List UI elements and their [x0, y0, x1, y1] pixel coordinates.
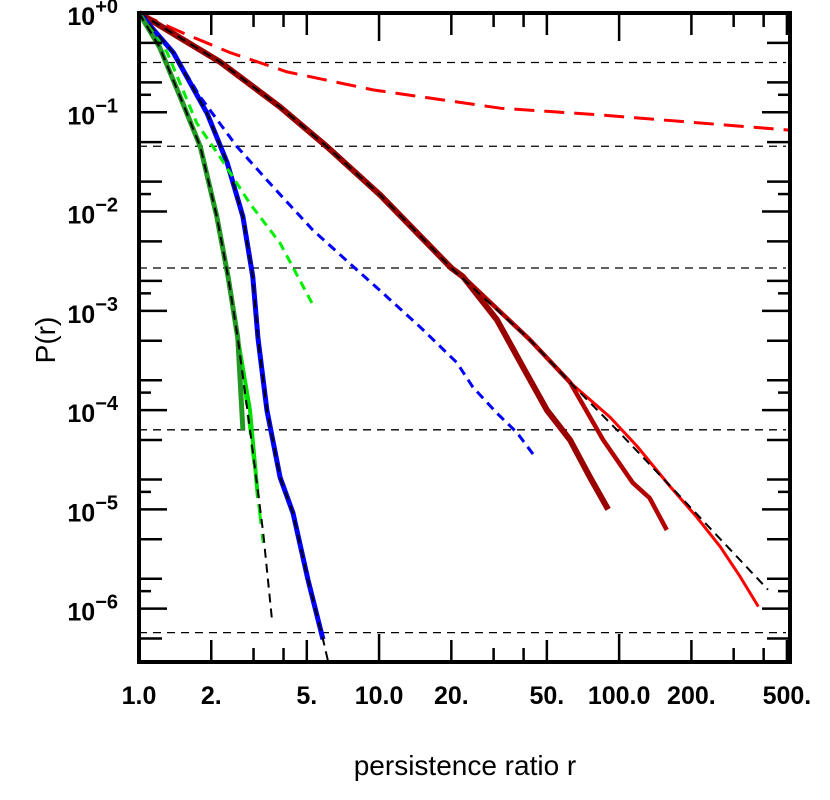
x-tick-label: 100.0 — [588, 682, 651, 710]
x-axis-label: persistence ratio r — [354, 750, 577, 781]
series-line — [137, 12, 537, 458]
x-tick-labels: 1.0 2. 5. 10.0 20. 50. 100.0 200. 500. — [122, 682, 812, 710]
series-line — [138, 12, 273, 621]
series-line — [138, 12, 769, 591]
series-line — [137, 12, 315, 306]
y-tick-labels: 10+0 10−1 10−2 10−3 10−4 10−5 10−6 — [67, 0, 118, 627]
y-tick-label: 10−2 — [67, 195, 118, 230]
y-tick-label: 10−5 — [67, 492, 118, 527]
series-line — [137, 12, 265, 543]
series-line — [137, 10, 611, 511]
x-tick-label: 1.0 — [122, 682, 157, 710]
x-tick-label: 10.0 — [355, 682, 404, 710]
x-tick-label: 200. — [667, 682, 716, 710]
series-line — [138, 12, 329, 661]
x-tick-label: 500. — [763, 682, 812, 710]
x-tick-label: 2. — [201, 682, 222, 710]
x-tick-label: 20. — [434, 682, 469, 710]
y-tick-label: 10+0 — [67, 0, 118, 31]
y-axis-label: P(r) — [30, 317, 61, 364]
series-group — [136, 10, 791, 661]
series-line — [137, 11, 669, 532]
reference-lines — [139, 61, 786, 634]
series-line — [138, 11, 791, 132]
y-tick-label: 10−1 — [67, 95, 118, 130]
y-tick-label: 10−3 — [67, 294, 118, 329]
plot-frame — [137, 11, 792, 664]
x-tick-label: 50. — [529, 682, 564, 710]
series-line — [136, 11, 246, 431]
y-tick-label: 10−6 — [67, 592, 118, 627]
y-tick-label: 10−4 — [67, 393, 118, 428]
x-tick-label: 5. — [296, 682, 317, 710]
series-line — [137, 11, 326, 641]
